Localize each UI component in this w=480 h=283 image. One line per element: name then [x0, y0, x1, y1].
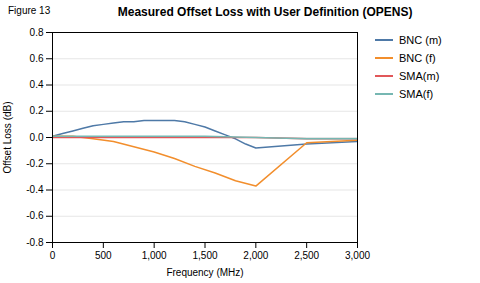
svg-text:2,500: 2,500 — [294, 250, 319, 261]
svg-text:1,500: 1,500 — [192, 250, 217, 261]
svg-text:0.0: 0.0 — [30, 132, 44, 143]
svg-text:0.2: 0.2 — [30, 105, 44, 116]
html-text:SMA(f): SMA(f) — [399, 88, 434, 100]
svg-text:0.6: 0.6 — [30, 53, 44, 64]
html-text:Figure 13: Figure 13 — [8, 5, 51, 16]
svg-text:-0.6: -0.6 — [26, 210, 44, 221]
svg-text:-0.8: -0.8 — [26, 237, 44, 248]
html-text:BNC (f): BNC (f) — [399, 52, 436, 64]
svg-text:-0.4: -0.4 — [26, 184, 44, 195]
html-text:SMA(m): SMA(m) — [399, 70, 440, 82]
svg-text:500: 500 — [95, 250, 112, 261]
svg-text:1,000: 1,000 — [142, 250, 167, 261]
svg-text:0.8: 0.8 — [30, 27, 44, 38]
svg-text:0.4: 0.4 — [30, 79, 44, 90]
svg-text:-0.2: -0.2 — [26, 158, 44, 169]
svg-text:3,000: 3,000 — [345, 250, 370, 261]
svg-text:Frequency (MHz): Frequency (MHz) — [166, 267, 243, 278]
svg-text:0: 0 — [50, 250, 56, 261]
svg-text:Offset Loss (dB): Offset Loss (dB) — [2, 101, 13, 173]
html-text:BNC (m): BNC (m) — [399, 34, 442, 46]
svg-text:2,000: 2,000 — [243, 250, 268, 261]
html-text:Measured Offset Loss with User: Measured Offset Loss with User Definitio… — [117, 5, 413, 19]
